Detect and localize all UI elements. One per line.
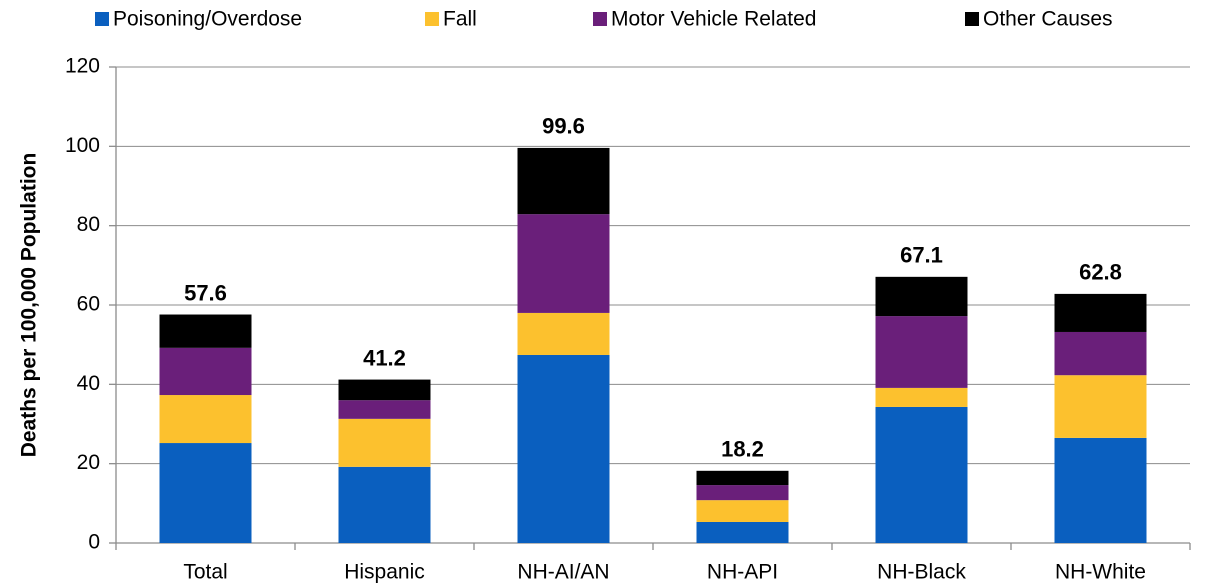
bar-segment [875, 387, 968, 407]
y-tick-label: 0 [88, 531, 100, 554]
bar-segment [696, 485, 789, 501]
bar-segment [875, 406, 968, 543]
x-tick-label: NH-White [1055, 561, 1146, 584]
y-tick-label: 60 [77, 293, 100, 316]
bar-segment [338, 466, 431, 543]
bar-segment [338, 418, 431, 467]
legend-swatch [593, 12, 607, 26]
bar-segment [875, 276, 968, 317]
legend-swatch [95, 12, 109, 26]
legend-swatch [425, 12, 439, 26]
bar-segment [338, 400, 431, 419]
bar-segment [1054, 331, 1147, 376]
x-tick-label: NH-AI/AN [517, 561, 609, 584]
total-label: 57.6 [184, 280, 227, 305]
legend-label: Fall [443, 8, 477, 31]
bar-segment [517, 214, 610, 313]
x-tick-label: Hispanic [344, 561, 425, 584]
x-tick-label: NH-Black [877, 561, 966, 584]
y-tick-label: 100 [65, 134, 100, 157]
y-axis-label: Deaths per 100,000 Population [18, 153, 41, 458]
bar-segment [159, 347, 252, 396]
bar-segment [159, 395, 252, 444]
bar-segment [1054, 437, 1147, 543]
bar-segment [696, 470, 789, 486]
bar-segment [875, 316, 968, 388]
total-label: 18.2 [721, 437, 764, 462]
bar-segment [517, 147, 610, 215]
total-label: 67.1 [900, 243, 943, 268]
bar-segment [338, 379, 431, 401]
bar-segment [517, 312, 610, 355]
legend-label: Poisoning/Overdose [113, 8, 302, 31]
bar-segment [159, 443, 252, 543]
x-tick-label: Total [183, 561, 227, 584]
legend-swatch [965, 12, 979, 26]
total-label: 41.2 [363, 345, 406, 370]
y-tick-label: 20 [77, 451, 100, 474]
x-tick-label: NH-API [707, 561, 778, 584]
bar-segment [517, 354, 610, 543]
bar-segment [1054, 375, 1147, 438]
bar-segment [1054, 293, 1147, 332]
bar-segment [696, 500, 789, 522]
legend-label: Motor Vehicle Related [611, 8, 816, 31]
y-tick-label: 40 [77, 372, 100, 395]
total-label: 62.8 [1079, 260, 1122, 285]
y-tick-label: 120 [65, 55, 100, 78]
bar-segment [159, 314, 252, 348]
total-label: 99.6 [542, 114, 585, 139]
y-tick-label: 80 [77, 213, 100, 236]
legend-label: Other Causes [983, 8, 1113, 31]
bar-segment [696, 521, 789, 543]
